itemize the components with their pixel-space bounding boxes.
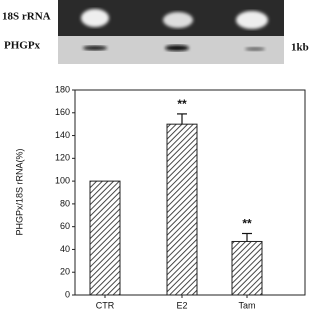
band <box>245 47 265 51</box>
y-tick-label: 80 <box>60 198 70 208</box>
band <box>163 12 193 28</box>
y-tick-label: 40 <box>60 244 70 254</box>
band <box>81 9 109 27</box>
significance: ** <box>242 217 252 231</box>
bar <box>231 240 263 296</box>
y-tick-label: 100 <box>55 175 70 185</box>
x-tick-label: E2 <box>176 300 187 310</box>
y-tick-label: 60 <box>60 221 70 231</box>
y-tick-label: 120 <box>55 153 70 163</box>
x-tick-label: CTR <box>96 300 115 310</box>
significance: ** <box>177 97 187 111</box>
blot: 18S rRNA PHGPx 1kb <box>2 0 309 64</box>
band <box>236 11 268 29</box>
y-tick-label: 160 <box>55 107 70 117</box>
bar <box>166 123 198 296</box>
y-axis-label: PHGPx/18S rRNA(%) <box>14 148 24 235</box>
x-tick-label: Tam <box>238 300 255 310</box>
row-label: 18S rRNA <box>2 11 51 23</box>
bar <box>89 180 121 296</box>
y-tick-label: 20 <box>60 267 70 277</box>
y-tick-label: 140 <box>55 130 70 140</box>
row-label: PHGPx <box>4 40 41 52</box>
band <box>165 45 189 51</box>
y-tick-label: 180 <box>55 84 70 94</box>
size-label: 1kb <box>291 42 309 54</box>
band <box>83 45 107 51</box>
y-tick-label: 0 <box>65 289 70 299</box>
